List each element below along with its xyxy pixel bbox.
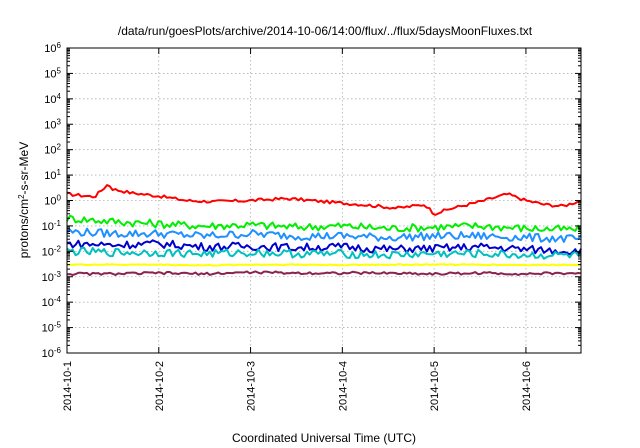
series-line-6 <box>66 263 582 267</box>
y-tick-label: 10-5 <box>42 320 62 335</box>
x-axis-label: Coordinated Universal Time (UTC) <box>232 431 416 445</box>
y-tick-label: 101 <box>44 168 61 183</box>
y-tick-base: 10 <box>42 348 54 360</box>
y-tick-exp: -5 <box>54 320 62 329</box>
y-tick-exp: -1 <box>54 218 62 227</box>
y-tick-exp: 3 <box>57 117 62 126</box>
x-tick-label: 2014-10-5 <box>429 361 441 411</box>
y-tick-base: 10 <box>44 170 56 182</box>
y-tick-exp: 2 <box>57 142 62 151</box>
y-axis-label-sup: 2 <box>17 194 26 199</box>
y-tick-label: 10-6 <box>42 346 62 361</box>
x-axis: 2014-10-1 2014-10-2 2014-10-3 2014-10-4 2014… <box>62 48 533 411</box>
y-tick-label: 10-1 <box>42 218 62 233</box>
y-tick-exp: 5 <box>57 66 62 75</box>
y-tick-base: 10 <box>42 323 54 335</box>
y-tick-exp: -2 <box>54 244 62 253</box>
y-tick-label: 102 <box>44 142 61 157</box>
y-tick-base: 10 <box>44 94 56 106</box>
y-tick-exp: 6 <box>57 41 62 50</box>
y-tick-label: 103 <box>44 117 61 132</box>
y-tick-exp: 4 <box>57 91 62 100</box>
y-tick-base: 10 <box>44 196 56 208</box>
series-line-3 <box>66 227 582 243</box>
series-layer <box>66 184 582 277</box>
y-tick-label: 104 <box>44 91 61 106</box>
y-tick-base: 10 <box>42 297 54 309</box>
y-tick-exp: 0 <box>57 193 62 202</box>
y-axis-label: protons/cm2-s-sr-MeV <box>17 142 32 258</box>
y-tick-base: 10 <box>44 43 56 55</box>
x-tick-label: 2014-10-2 <box>154 361 166 411</box>
y-axis-label-rest: -s-sr-MeV <box>17 142 31 195</box>
y-tick-base: 10 <box>42 221 54 233</box>
y-tick-base: 10 <box>44 119 56 131</box>
series-line-4 <box>66 239 582 257</box>
y-tick-base: 10 <box>44 68 56 80</box>
y-tick-exp: -6 <box>54 346 62 355</box>
grid <box>67 47 581 354</box>
x-tick-label: 2014-10-1 <box>62 361 74 411</box>
series-line-7 <box>66 270 582 277</box>
series-line-5 <box>66 246 582 260</box>
y-tick-exp: 1 <box>57 168 62 177</box>
y-tick-label: 105 <box>44 66 61 81</box>
y-tick-label: 10-3 <box>42 269 62 284</box>
y-tick-label: 10-4 <box>42 295 62 310</box>
y-tick-label: 106 <box>44 41 61 56</box>
y-tick-exp: -3 <box>54 269 62 278</box>
y-tick-base: 10 <box>42 246 54 258</box>
y-tick-exp: -4 <box>54 295 62 304</box>
y-tick-label: 10-2 <box>42 244 62 258</box>
y-axis-label-base: protons/cm <box>17 199 31 258</box>
y-tick-base: 10 <box>42 272 54 284</box>
y-tick-label: 100 <box>44 193 61 208</box>
x-tick-label: 2014-10-4 <box>337 361 349 411</box>
y-axis: 10-610-510-410-310-210-11001011021031041… <box>42 41 581 361</box>
y-tick-base: 10 <box>44 145 56 157</box>
x-tick-label: 2014-10-6 <box>521 361 533 411</box>
series-line-1 <box>66 184 582 216</box>
x-tick-label: 2014-10-3 <box>246 361 258 411</box>
series-line-2 <box>66 214 582 234</box>
chart-title: /data/run/goesPlots/archive/2014-10-06/1… <box>118 24 533 38</box>
